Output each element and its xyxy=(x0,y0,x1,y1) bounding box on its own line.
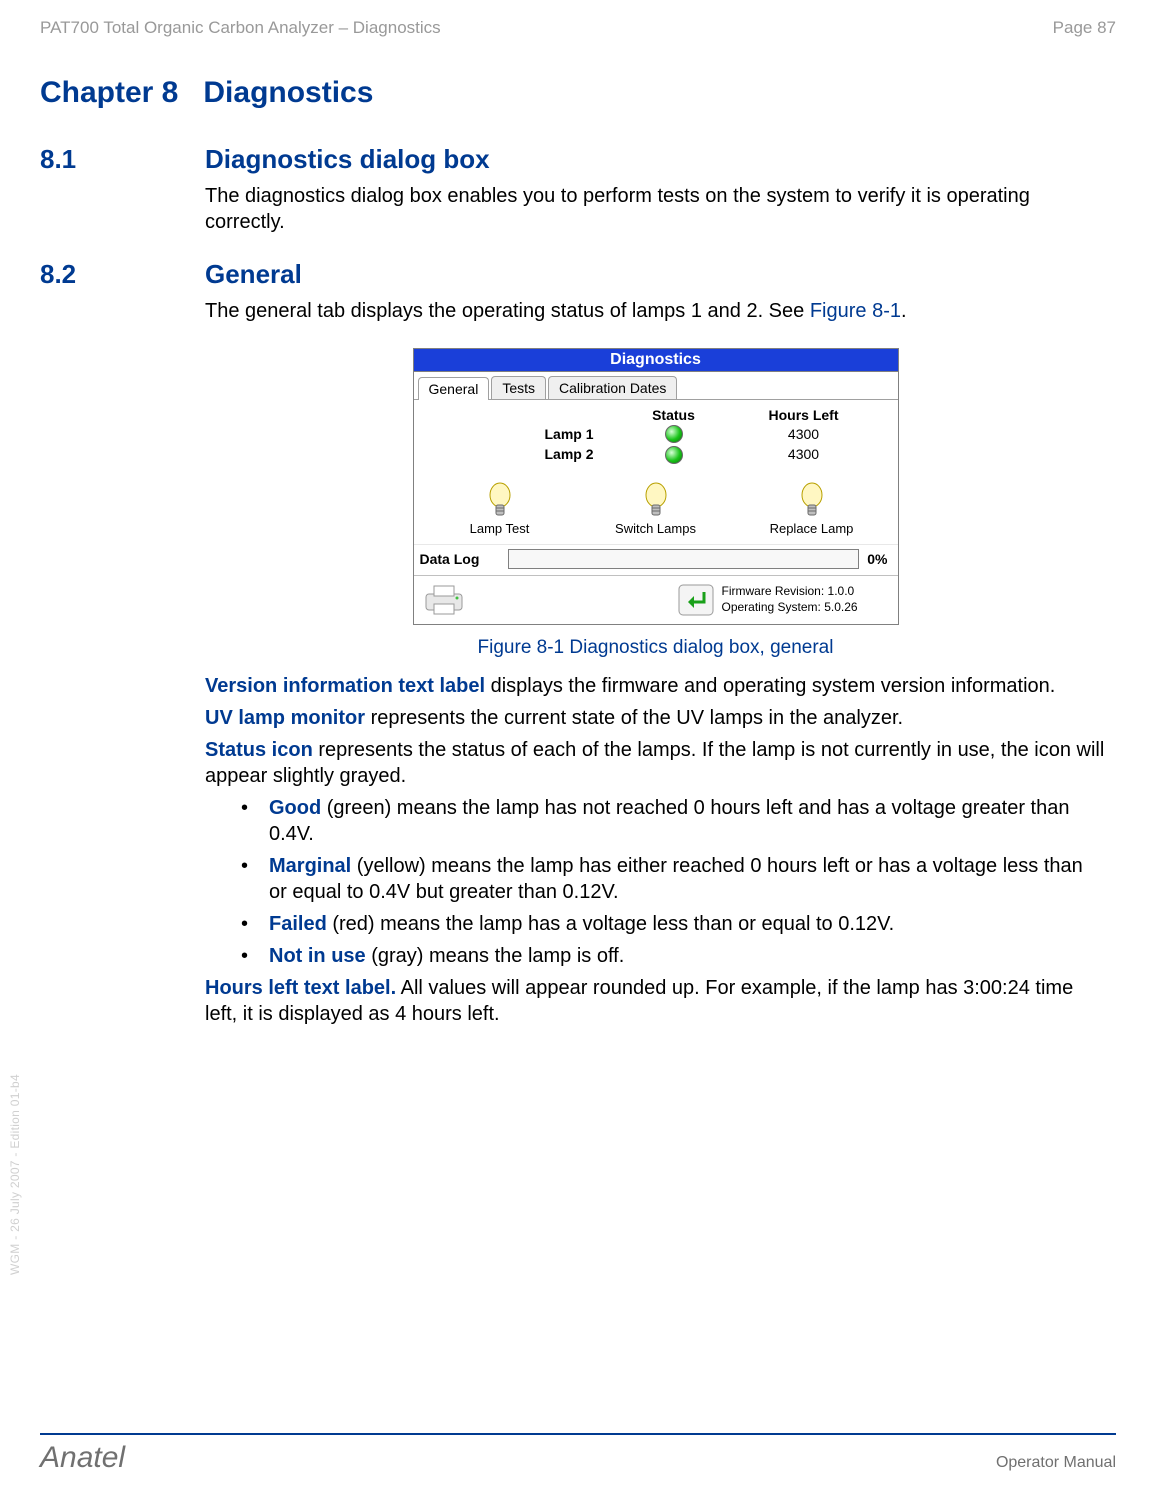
replace-lamp-button[interactable]: Replace Lamp xyxy=(742,481,882,536)
lamp-test-label: Lamp Test xyxy=(470,521,530,536)
col-header-status: Status xyxy=(614,407,734,423)
figure-8-1: Diagnostics General Tests Calibration Da… xyxy=(205,348,1106,659)
figure-reference-link[interactable]: Figure 8-1 xyxy=(810,300,901,322)
operating-system-version: Operating System: 5.0.26 xyxy=(722,600,890,616)
body-text-post: . xyxy=(901,300,907,322)
data-log-row: Data Log 0% xyxy=(414,544,898,575)
list-item: • Marginal (yellow) means the lamp has e… xyxy=(241,853,1106,905)
lamp2-label: Lamp 2 xyxy=(414,446,614,462)
dialog-title-bar: Diagnostics xyxy=(414,349,898,372)
switch-lamps-button[interactable]: Switch Lamps xyxy=(586,481,726,536)
list-item: • Good (green) means the lamp has not re… xyxy=(241,795,1106,847)
list-item: • Failed (red) means the lamp has a volt… xyxy=(241,911,1106,937)
list-item: • Not in use (gray) means the lamp is of… xyxy=(241,943,1106,969)
table-header-row: Status Hours Left xyxy=(414,406,898,424)
bullet-term: Marginal xyxy=(269,855,351,877)
def-term: UV lamp monitor xyxy=(205,707,365,729)
edition-side-note: WGM - 26 July 2007 - Edition 01-b4 xyxy=(8,1074,22,1275)
lightbulb-icon xyxy=(640,481,672,521)
diagnostics-dialog: Diagnostics General Tests Calibration Da… xyxy=(413,348,899,625)
firmware-revision: Firmware Revision: 1.0.0 xyxy=(722,584,890,600)
page-number: Page 87 xyxy=(1053,18,1116,38)
tab-tests[interactable]: Tests xyxy=(491,376,546,399)
table-row: Lamp 2 4300 xyxy=(414,444,898,464)
bullet-body: (red) means the lamp has a voltage less … xyxy=(327,913,894,935)
chapter-label: Chapter 8 xyxy=(40,76,178,109)
bullet-term: Not in use xyxy=(269,945,366,967)
table-row: Lamp 1 4300 xyxy=(414,424,898,444)
def-uv-lamp: UV lamp monitor represents the current s… xyxy=(205,705,1106,731)
def-hours-left: Hours left text label. All values will a… xyxy=(205,975,1106,1027)
section-title: General xyxy=(205,259,302,290)
status-indicator-icon xyxy=(665,446,683,464)
page-content: Chapter 8 Diagnostics 8.1 Diagnostics di… xyxy=(0,44,1156,1027)
figure-caption: Figure 8-1 Diagnostics dialog box, gener… xyxy=(478,637,834,659)
manual-type: Operator Manual xyxy=(996,1454,1116,1472)
bullet-body: (green) means the lamp has not reached 0… xyxy=(269,797,1069,845)
def-term: Version information text label xyxy=(205,675,485,697)
chapter-title: Chapter 8 Diagnostics xyxy=(40,76,1116,110)
lamp2-hours: 4300 xyxy=(734,446,874,462)
definitions-list: Version information text label displays … xyxy=(205,673,1106,1027)
firmware-info: Firmware Revision: 1.0.0 Operating Syste… xyxy=(722,584,890,615)
bullet-icon: • xyxy=(241,943,269,969)
body-text-pre: The general tab displays the operating s… xyxy=(205,300,810,322)
section-81-body: The diagnostics dialog box enables you t… xyxy=(205,183,1106,235)
printer-icon[interactable] xyxy=(422,582,466,618)
col-header-hours: Hours Left xyxy=(734,407,874,423)
replace-lamp-label: Replace Lamp xyxy=(770,521,854,536)
bullet-icon: • xyxy=(241,795,269,847)
action-button-row: Lamp Test Switch Lamps xyxy=(414,471,898,544)
page-header: PAT700 Total Organic Carbon Analyzer – D… xyxy=(0,0,1156,44)
enter-key-icon[interactable] xyxy=(678,584,714,616)
lamp1-label: Lamp 1 xyxy=(414,426,614,442)
bullet-icon: • xyxy=(241,853,269,905)
bullet-term: Good xyxy=(269,797,321,819)
section-81-header: 8.1 Diagnostics dialog box xyxy=(40,144,1116,175)
footer-rule xyxy=(40,1433,1116,1435)
section-number: 8.1 xyxy=(40,144,205,175)
def-body: represents the status of each of the lam… xyxy=(205,739,1104,787)
progress-percent: 0% xyxy=(867,551,887,567)
status-bullet-list: • Good (green) means the lamp has not re… xyxy=(241,795,1106,969)
bullet-body: (gray) means the lamp is off. xyxy=(366,945,625,967)
def-status-icon: Status icon represents the status of eac… xyxy=(205,737,1106,789)
lamp-status-table: Status Hours Left Lamp 1 4300 Lamp 2 430… xyxy=(414,400,898,471)
section-82-header: 8.2 General xyxy=(40,259,1116,290)
status-indicator-icon xyxy=(665,425,683,443)
tab-general[interactable]: General xyxy=(418,377,490,400)
lamp1-hours: 4300 xyxy=(734,426,874,442)
lightbulb-icon xyxy=(484,481,516,521)
def-body: displays the firmware and operating syst… xyxy=(485,675,1055,697)
tab-calibration-dates[interactable]: Calibration Dates xyxy=(548,376,677,399)
bullet-term: Failed xyxy=(269,913,327,935)
progress-bar xyxy=(508,549,860,569)
def-body: represents the current state of the UV l… xyxy=(365,707,903,729)
section-title: Diagnostics dialog box xyxy=(205,144,490,175)
bullet-icon: • xyxy=(241,911,269,937)
page-footer: Anatel Operator Manual xyxy=(40,1441,1116,1475)
lamp-test-button[interactable]: Lamp Test xyxy=(430,481,570,536)
lightbulb-icon xyxy=(796,481,828,521)
bullet-body: (yellow) means the lamp has either reach… xyxy=(269,855,1083,903)
doc-title: PAT700 Total Organic Carbon Analyzer – D… xyxy=(40,18,441,38)
chapter-name: Diagnostics xyxy=(203,76,373,109)
brand-name: Anatel xyxy=(40,1441,125,1475)
def-term: Hours left text label. xyxy=(205,977,396,999)
section-number: 8.2 xyxy=(40,259,205,290)
data-log-label: Data Log xyxy=(420,551,508,567)
def-version-info: Version information text label displays … xyxy=(205,673,1106,699)
dialog-footer: Firmware Revision: 1.0.0 Operating Syste… xyxy=(414,575,898,624)
section-82-body: The general tab displays the operating s… xyxy=(205,298,1106,324)
tab-row: General Tests Calibration Dates xyxy=(414,372,898,400)
def-term: Status icon xyxy=(205,739,313,761)
switch-lamps-label: Switch Lamps xyxy=(615,521,696,536)
